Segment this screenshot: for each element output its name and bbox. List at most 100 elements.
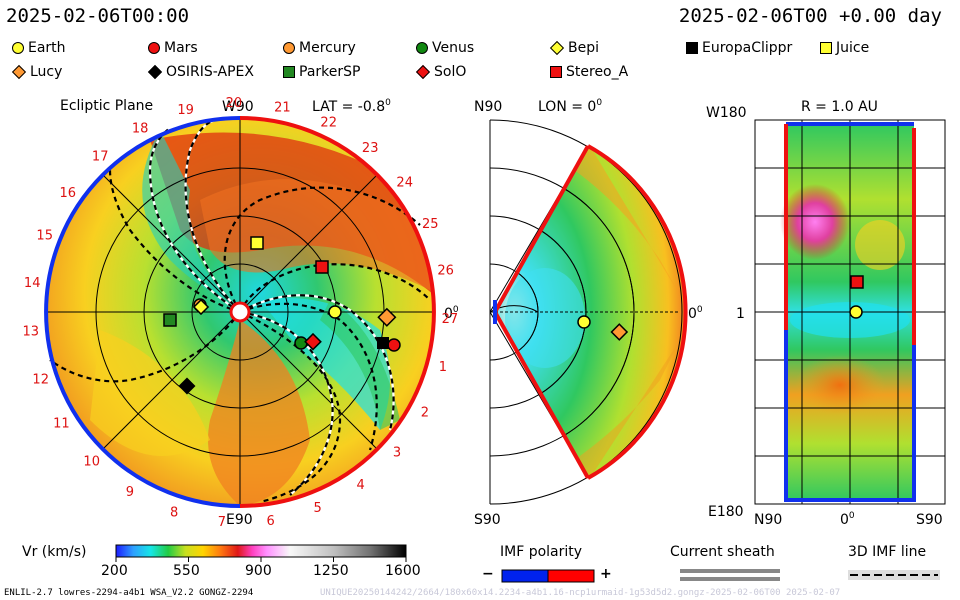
legend-marker-venus [416, 42, 428, 54]
carrington-labels: 19 20 212223242526271234567891011121314151… [23, 96, 459, 530]
legend-europaclippr: EuropaClippr [686, 40, 792, 56]
r-au-label: R = 1.0 AU [801, 99, 878, 115]
lat-label: LAT = -0.80 [312, 98, 391, 115]
legend-marker-earth [12, 42, 24, 54]
legend-marker-stereo-a [550, 66, 562, 78]
bepi-marker-left [192, 298, 210, 316]
w180-label: W180 [706, 105, 747, 121]
carrington-label-4: 4 [356, 478, 364, 493]
carrington-label-15: 15 [36, 229, 53, 244]
venus-marker-left [294, 336, 308, 350]
carrington-label-3: 3 [393, 446, 401, 461]
legend-venus: Venus [416, 40, 474, 56]
parkersp-marker-left [163, 313, 177, 327]
europaclippr-marker-left [377, 337, 389, 349]
carrington-label-8: 8 [170, 505, 178, 520]
carrington-label-1: 1 [439, 360, 447, 375]
legend-solo: SolO [415, 64, 466, 80]
e90-label: E90 [226, 512, 253, 528]
footer-watermark: UNIQUE20250144242/2664/180x60x14.2234-a4… [320, 588, 841, 598]
legend-osiris-apex: OSIRIS-APEX [147, 64, 254, 80]
r-1au-panel: R = 1.0 AU W180 1 E180 N90 00 S90 [706, 99, 946, 528]
legend-mercury: Mercury [283, 40, 356, 56]
carrington-label-19: 19 [177, 103, 194, 118]
carrington-label-23: 23 [362, 141, 379, 156]
imf-polarity-legend [501, 569, 595, 583]
imf-line-label: 3D IMF line [848, 544, 927, 560]
carrington-label-12: 12 [32, 372, 49, 387]
legend-marker-mars [148, 42, 160, 54]
legend-marker-europaclippr [686, 42, 698, 54]
legend-parkersp: ParkerSP [283, 64, 360, 80]
imf-polarity-label: IMF polarity [500, 544, 583, 560]
lon-zero-label-mid: 00 [688, 305, 703, 322]
colorbar-tick-200: 200 [101, 563, 128, 579]
solo-marker-left [304, 332, 322, 351]
colorbar-tick-1250: 1250 [313, 563, 349, 579]
legend-stereo-a: Stereo_A [550, 64, 628, 80]
carrington-label-10: 10 [83, 455, 100, 470]
osiris-apex-marker-left [178, 377, 196, 395]
carrington-label-24: 24 [396, 176, 413, 191]
lon-label: LON = 00 [538, 98, 602, 115]
carrington-label-18: 18 [132, 121, 149, 136]
carrington-label-9: 9 [126, 485, 134, 500]
lucy-marker-left [377, 307, 397, 327]
earth-marker-left [328, 305, 342, 319]
lat-mid-label: 1 [736, 306, 745, 322]
carrington-label-13: 13 [23, 325, 40, 340]
zero-x-label: 00 [840, 511, 855, 528]
carrington-label-26: 26 [437, 264, 454, 279]
ecliptic-plane-title: Ecliptic Plane [60, 98, 153, 114]
s90-x-label: S90 [916, 512, 943, 528]
imf-minus-label: − [482, 566, 494, 582]
carrington-label-11: 11 [53, 416, 70, 431]
imf-plus-label: + [600, 566, 612, 582]
legend-earth: Earth [12, 40, 66, 56]
imf-line-legend [848, 570, 940, 580]
legend-juice: Juice [820, 40, 869, 56]
n90-label: N90 [474, 99, 502, 115]
lucy-marker-mid [610, 323, 629, 341]
earth-marker-right [849, 305, 863, 319]
legend-mars: Mars [148, 40, 198, 56]
legend-bepi: Bepi [549, 40, 599, 56]
lon-zero-label-left: 00 [444, 305, 459, 322]
n90-x-label: N90 [754, 512, 782, 528]
carrington-label-6: 6 [266, 514, 274, 529]
vr-colorbar [115, 544, 407, 562]
colorbar-tick-1600: 1600 [385, 563, 421, 579]
colorbar-tick-550: 550 [173, 563, 200, 579]
legend-marker-parkersp [283, 66, 295, 78]
left-timestamp: 2025-02-06T00:00 [6, 5, 190, 27]
stereo-a-marker-right [850, 275, 864, 289]
legend-lucy: Lucy [11, 64, 62, 80]
carrington-label-27: 27 [442, 312, 459, 327]
stereo-a-marker-left [315, 260, 329, 274]
mars-marker-left [387, 338, 401, 352]
meridional-panel: N90 LON = 00 S90 00 [474, 98, 703, 528]
ecliptic-plane-panel: Ecliptic Plane W90 LAT = -0.80 E90 00 19… [23, 96, 459, 530]
carrington-label-25: 25 [422, 217, 439, 232]
carrington-label-16: 16 [60, 186, 77, 201]
e180-label: E180 [708, 504, 744, 520]
juice-marker-left [250, 236, 264, 250]
legend-marker-juice [820, 42, 832, 54]
carrington-label-5: 5 [314, 501, 322, 516]
current-sheath-legend [680, 569, 780, 581]
carrington-label-2: 2 [421, 406, 429, 421]
carrington-label-14: 14 [24, 276, 41, 291]
carrington-label-21: 21 [274, 100, 291, 115]
current-sheath-label: Current sheath [670, 544, 775, 560]
legend-marker-mercury [283, 42, 295, 54]
colorbar-label: Vr (km/s) [22, 544, 87, 560]
colorbar-tick-900: 900 [245, 563, 272, 579]
carrington-label-7: 7 [218, 515, 226, 530]
carrington-label-17: 17 [92, 149, 109, 164]
footer-run-info: ENLIL-2.7 lowres-2294-a4b1 WSA_V2.2 GONG… [4, 588, 254, 598]
w90-label: W90 [222, 99, 254, 115]
carrington-label-22: 22 [320, 116, 337, 131]
s90-label: S90 [474, 512, 501, 528]
right-timestamp: 2025-02-06T00 +0.00 day [678, 5, 942, 27]
